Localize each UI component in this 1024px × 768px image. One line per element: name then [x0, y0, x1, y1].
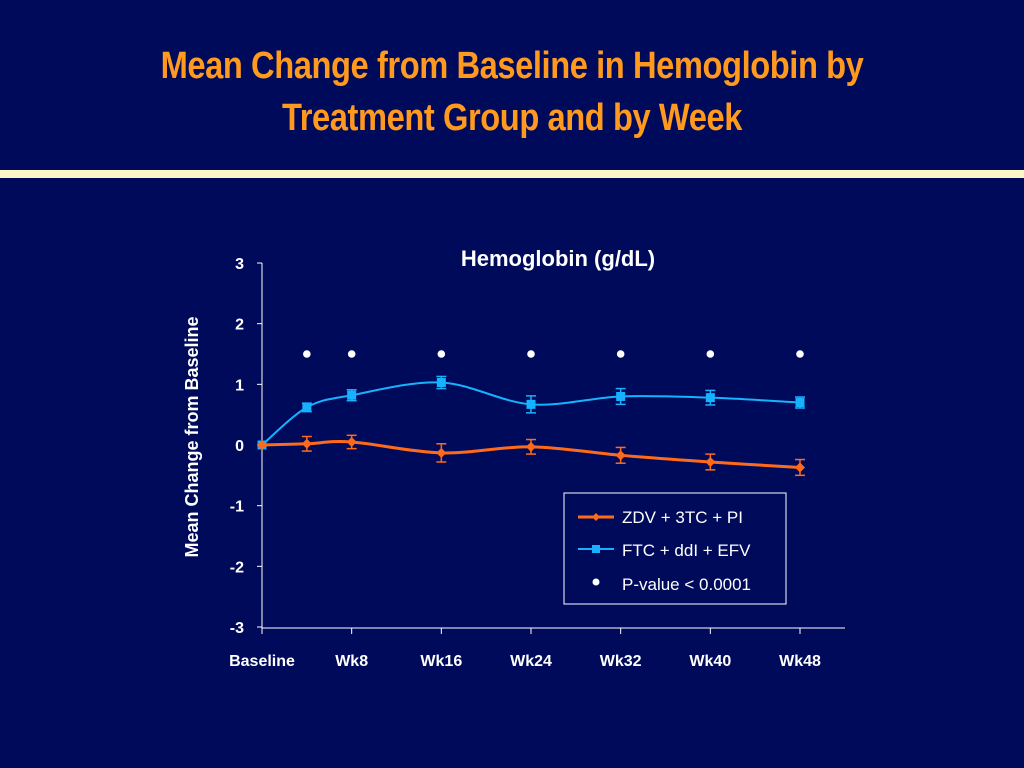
p-value-marker	[616, 350, 625, 358]
chart-legend: ZDV + 3TC + PI FTC + ddI + EFV P-value <…	[563, 492, 787, 605]
data-point-zdv	[526, 441, 536, 452]
title-divider	[0, 170, 1024, 178]
data-point-zdv	[705, 456, 716, 467]
data-point-ftc	[302, 402, 312, 412]
p-value-marker	[706, 350, 715, 358]
p-value-marker	[796, 350, 804, 358]
series-line-ftc	[261, 381, 801, 446]
data-point-zdv	[301, 438, 312, 449]
y-tick-label: 3	[235, 256, 244, 273]
x-tick-label: Wk8	[335, 653, 368, 670]
slide-title-line-1: Mean Change from Baseline in Hemoglobin …	[160, 45, 864, 87]
data-point-ftc	[616, 391, 626, 401]
p-value-marker	[527, 350, 535, 358]
y-tick-label: -3	[230, 620, 244, 637]
data-point-ftc	[347, 390, 357, 400]
y-axis-label: Mean Change from Baseline	[182, 316, 202, 557]
slide-title: Mean Change from Baseline in Hemoglobin …	[72, 40, 953, 144]
legend-marker-ftc	[592, 545, 600, 553]
data-point-zdv	[795, 462, 805, 473]
legend-marker-pvalue	[592, 578, 600, 586]
data-point-zdv	[615, 450, 626, 461]
p-value-marker	[437, 350, 446, 358]
legend-box	[563, 492, 787, 605]
y-tick-label: -2	[230, 559, 244, 576]
legend-marker-zdv	[592, 513, 600, 521]
chart-marks	[257, 350, 805, 477]
legend-label-ftc: FTC + ddI + EFV	[622, 541, 751, 560]
y-tick-label: 2	[235, 317, 244, 334]
y-tick-label: 1	[235, 377, 244, 394]
x-tick-label: Wk24	[510, 653, 552, 670]
data-point-ftc	[795, 398, 805, 408]
x-tick-label: Wk16	[420, 653, 462, 670]
data-point-ftc	[705, 393, 715, 403]
chart-title: Hemoglobin (g/dL)	[461, 246, 655, 271]
legend-label-zdv: ZDV + 3TC + PI	[622, 508, 743, 527]
slide-title-line-2: Treatment Group and by Week	[282, 97, 742, 139]
x-tick-label: Baseline	[229, 653, 295, 670]
data-point-zdv	[346, 436, 357, 447]
x-tick-label: Wk48	[779, 653, 821, 670]
legend-label-pvalue: P-value < 0.0001	[622, 575, 751, 594]
data-point-zdv	[436, 447, 447, 458]
chart-axes: 3 2 1 0 -1 -2 -3 Baseline Wk8 Wk16 Wk24 Wk32 Wk40 Wk4…	[229, 256, 845, 670]
y-tick-label: -1	[230, 499, 244, 516]
y-tick-label: 0	[235, 438, 244, 455]
data-point-ftc	[436, 378, 446, 388]
x-tick-label: Wk32	[600, 653, 642, 670]
x-tick-label: Wk40	[689, 653, 731, 670]
data-point-zdv	[257, 440, 267, 450]
p-value-marker	[303, 350, 311, 358]
data-point-ftc	[526, 399, 536, 409]
p-value-marker	[347, 350, 356, 358]
